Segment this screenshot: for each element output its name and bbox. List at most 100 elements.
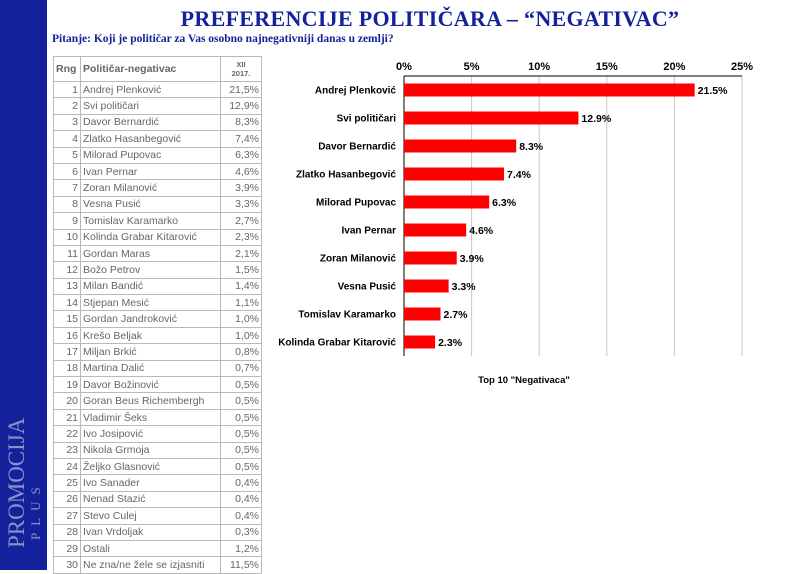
politician-cell: Ivan Vrdoljak <box>80 523 221 541</box>
politician-cell: Božo Petrov <box>80 261 221 279</box>
rank-cell: 5 <box>53 146 81 164</box>
header-rank: Rng <box>53 56 81 82</box>
percent-cell: 3,9% <box>220 179 262 197</box>
percent-cell: 12,9% <box>220 97 262 115</box>
percent-cell: 0,8% <box>220 343 262 361</box>
table-row: 17 Miljan Brkić 0,8% <box>53 343 262 361</box>
politician-cell: Davor Bernardić <box>80 113 221 132</box>
brand-sidebar: PROMOCIJA PLUS <box>0 0 47 570</box>
politician-cell: Milorad Pupovac <box>80 146 221 164</box>
category-label: Tomislav Karamarko <box>298 310 396 321</box>
data-label: 7.4% <box>507 169 532 181</box>
rank-cell: 26 <box>53 490 81 509</box>
percent-cell: 2,3% <box>220 228 262 246</box>
percent-cell: 0,4% <box>220 474 262 492</box>
x-tick-label: 15% <box>596 61 618 73</box>
rank-cell: 22 <box>53 425 81 443</box>
category-label: Milorad Pupovac <box>316 198 396 209</box>
politician-cell: Nenad Stazić <box>80 490 221 509</box>
politician-cell: Vladimir Šeks <box>80 408 221 427</box>
data-label: 2.3% <box>438 337 463 349</box>
politician-cell: Gordan Jandroković <box>80 310 221 328</box>
rank-cell: 15 <box>53 310 81 328</box>
percent-cell: 2,7% <box>220 212 262 230</box>
data-label: 6.3% <box>492 197 517 209</box>
percent-cell: 0,5% <box>220 425 262 443</box>
data-label: 12.9% <box>581 113 611 125</box>
rank-cell: 20 <box>53 392 81 410</box>
table-header-row: Rng Političar-negativac XII 2017. <box>53 56 262 82</box>
politician-cell: Tomislav Karamarko <box>80 212 221 230</box>
politician-cell: Zlatko Hasanbegović <box>80 130 221 148</box>
rank-cell: 28 <box>53 523 81 541</box>
rank-cell: 18 <box>53 359 81 378</box>
bar <box>404 223 467 237</box>
rank-cell: 16 <box>53 326 81 345</box>
x-tick-label: 25% <box>731 61 753 73</box>
header-politician: Političar-negativac <box>80 56 221 82</box>
table-row: 3 Davor Bernardić 8,3% <box>53 113 262 132</box>
category-label: Ivan Pernar <box>342 226 397 237</box>
politician-cell: Andrej Plenković <box>80 80 221 99</box>
percent-cell: 11,5% <box>220 556 262 574</box>
percent-cell: 2,1% <box>220 244 262 263</box>
rank-cell: 30 <box>53 556 81 574</box>
rank-cell: 9 <box>53 212 81 230</box>
category-label: Vesna Pusić <box>338 282 397 293</box>
politician-cell: Nikola Grmoja <box>80 441 221 459</box>
percent-cell: 0,5% <box>220 392 262 410</box>
percent-cell: 7,4% <box>220 130 262 148</box>
table-row: 9 Tomislav Karamarko 2,7% <box>53 212 262 230</box>
politician-cell: Davor Božinović <box>80 376 221 394</box>
table-row: 21 Vladimir Šeks 0,5% <box>53 408 262 427</box>
table-row: 16 Krešo Beljak 1,0% <box>53 326 262 345</box>
table-row: 2 Svi političari 12,9% <box>53 97 262 115</box>
bar <box>404 279 449 293</box>
header-period-year: 2017. <box>231 69 251 78</box>
table-row: 20 Goran Beus Richembergh 0,5% <box>53 392 262 410</box>
table-row: 28 Ivan Vrdoljak 0,3% <box>53 523 262 541</box>
rank-cell: 14 <box>53 294 81 312</box>
table-row: 30 Ne zna/ne žele se izjasniti 11,5% <box>53 556 262 574</box>
category-label: Andrej Plenković <box>315 86 397 97</box>
bar <box>404 167 505 181</box>
brand-text-sub: PLUS <box>28 480 43 540</box>
rank-cell: 23 <box>53 441 81 459</box>
table-row: 4 Zlatko Hasanbegović 7,4% <box>53 130 262 148</box>
rank-cell: 12 <box>53 261 81 279</box>
percent-cell: 0,7% <box>220 359 262 378</box>
promocija-plus-logo: PROMOCIJA PLUS <box>4 417 43 548</box>
chart-title: Top 10 "Negativaca" <box>478 375 570 386</box>
rank-cell: 11 <box>53 244 81 263</box>
table-row: 8 Vesna Pusić 3,3% <box>53 195 262 214</box>
rank-cell: 24 <box>53 457 81 476</box>
brand-text-main: PROMOCIJA <box>4 417 29 548</box>
rank-cell: 27 <box>53 507 81 525</box>
table-row: 5 Milorad Pupovac 6,3% <box>53 146 262 164</box>
table-row: 12 Božo Petrov 1,5% <box>53 261 262 279</box>
rank-cell: 6 <box>53 162 81 181</box>
percent-cell: 0,5% <box>220 457 262 476</box>
percent-cell: 6,3% <box>220 146 262 164</box>
bar <box>404 111 579 125</box>
survey-question: Pitanje: Koji je političar za Vas osobno… <box>52 33 394 45</box>
table-row: 6 Ivan Pernar 4,6% <box>53 162 262 181</box>
politician-cell: Miljan Brkić <box>80 343 221 361</box>
data-label: 4.6% <box>469 225 494 237</box>
table-row: 25 Ivo Sanader 0,4% <box>53 474 262 492</box>
header-period-month: XII <box>236 60 246 69</box>
page-title: PREFERENCIJE POLITIČARA – “NEGATIVAC” <box>180 6 680 31</box>
politician-cell: Milan Bandić <box>80 277 221 296</box>
data-label: 3.3% <box>452 281 477 293</box>
rank-cell: 7 <box>53 179 81 197</box>
rank-cell: 2 <box>53 97 81 115</box>
politician-cell: Zoran Milanović <box>80 179 221 197</box>
rank-cell: 17 <box>53 343 81 361</box>
politician-cell: Gordan Maras <box>80 244 221 263</box>
table-row: 14 Stjepan Mesić 1,1% <box>53 294 262 312</box>
table-row: 11 Gordan Maras 2,1% <box>53 244 262 263</box>
politician-cell: Ne zna/ne žele se izjasniti <box>80 556 221 574</box>
category-label: Davor Bernardić <box>318 142 396 153</box>
data-label: 3.9% <box>460 253 485 265</box>
politician-cell: Željko Glasnović <box>80 457 221 476</box>
